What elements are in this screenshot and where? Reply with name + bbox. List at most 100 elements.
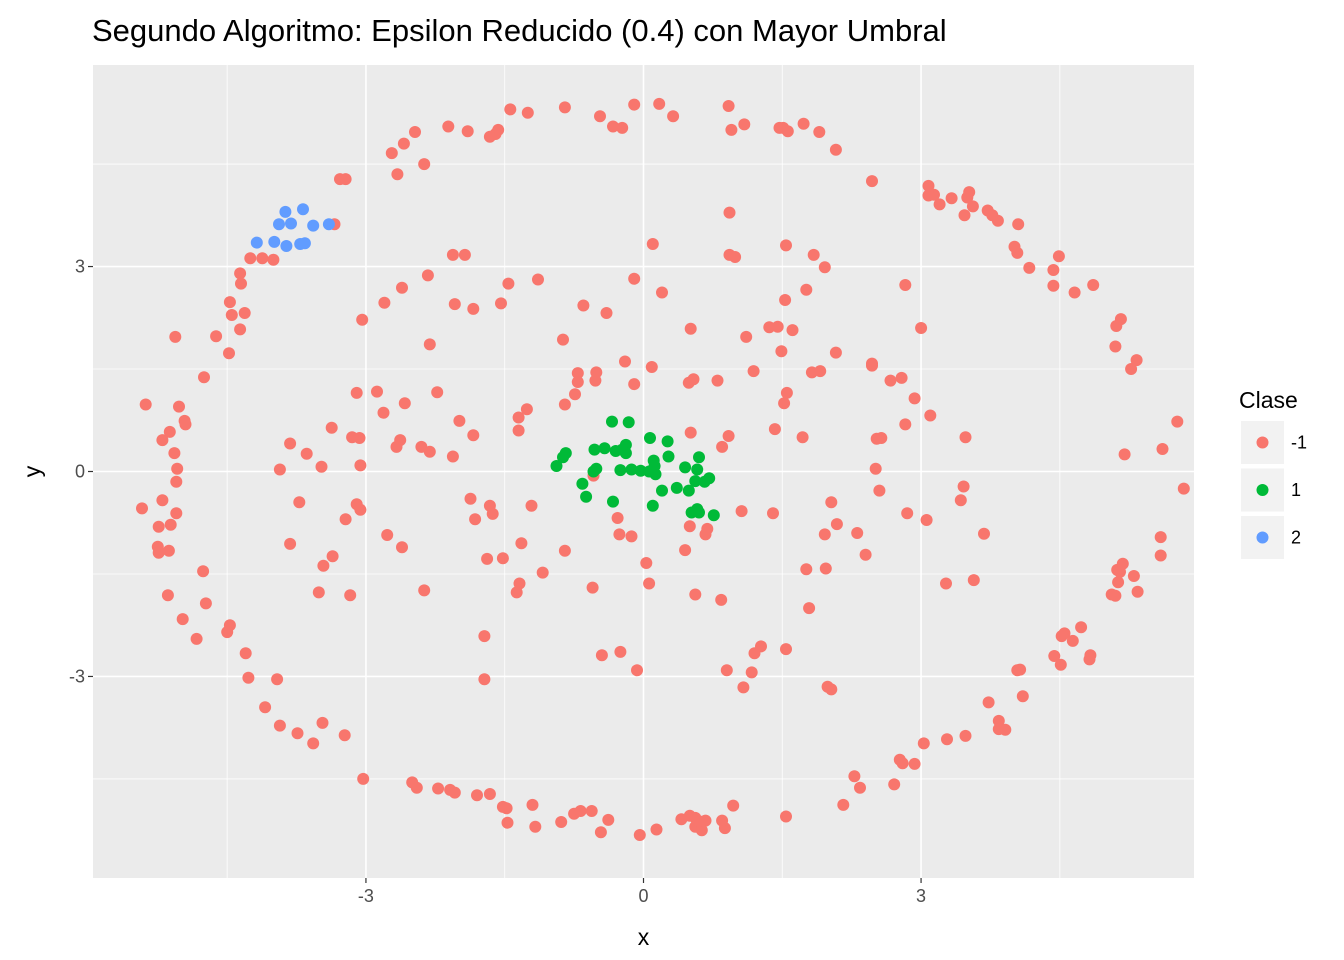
data-point xyxy=(954,494,967,507)
data-point xyxy=(136,502,148,515)
data-point xyxy=(723,248,736,261)
data-point xyxy=(797,117,810,130)
data-point xyxy=(391,168,404,181)
data-point xyxy=(421,269,434,282)
data-point xyxy=(520,403,533,416)
data-point xyxy=(512,424,525,437)
data-point xyxy=(631,664,643,677)
legend-key-marker xyxy=(1256,484,1269,496)
data-point xyxy=(398,397,411,410)
data-point xyxy=(354,503,367,516)
data-point xyxy=(982,696,995,709)
data-point xyxy=(357,772,370,785)
data-point xyxy=(381,529,394,541)
data-point xyxy=(587,465,600,478)
data-point xyxy=(569,388,581,401)
data-point xyxy=(716,814,729,827)
data-point xyxy=(645,361,658,373)
data-point xyxy=(628,98,641,111)
data-point xyxy=(767,507,779,520)
data-point xyxy=(884,374,897,387)
data-point xyxy=(1047,279,1060,292)
data-point xyxy=(895,371,908,384)
x-tick-label: 0 xyxy=(638,886,648,906)
data-point xyxy=(625,530,638,543)
data-point xyxy=(684,322,697,335)
y-axis-ticks: -3 0 3 xyxy=(69,257,93,686)
data-point xyxy=(271,673,284,686)
data-point xyxy=(478,673,491,686)
data-point xyxy=(410,781,423,794)
data-point xyxy=(737,681,750,694)
data-points xyxy=(136,97,1190,841)
data-point xyxy=(350,386,363,399)
data-point xyxy=(250,236,263,249)
data-point xyxy=(901,507,914,520)
data-point xyxy=(616,121,629,134)
data-point xyxy=(786,324,799,337)
legend-title: Clase xyxy=(1239,387,1298,413)
data-point xyxy=(577,299,590,312)
legend-key-marker xyxy=(1256,436,1269,449)
data-point xyxy=(957,480,970,493)
data-point xyxy=(830,518,843,531)
data-point xyxy=(1083,653,1096,666)
legend-key-marker xyxy=(1256,531,1269,544)
data-point xyxy=(574,805,587,817)
data-point xyxy=(1048,650,1061,662)
data-point xyxy=(1068,286,1081,299)
data-point xyxy=(679,544,692,557)
data-point xyxy=(163,425,176,438)
data-point xyxy=(866,175,878,188)
data-point xyxy=(496,552,509,565)
data-point xyxy=(966,200,979,213)
data-point xyxy=(1171,415,1184,428)
data-point xyxy=(698,475,711,488)
data-point xyxy=(922,179,935,192)
data-point xyxy=(161,589,174,602)
data-point xyxy=(619,355,631,368)
data-point xyxy=(875,432,888,444)
y-tick-label: -3 xyxy=(69,666,85,686)
data-point xyxy=(589,374,602,387)
data-point xyxy=(650,823,663,836)
data-point xyxy=(780,810,792,823)
data-point xyxy=(866,359,878,372)
data-point xyxy=(1011,664,1024,677)
data-point xyxy=(521,106,534,119)
data-point xyxy=(1116,557,1129,570)
data-point xyxy=(390,440,403,453)
data-point xyxy=(1112,576,1125,589)
data-point xyxy=(981,204,994,217)
data-point xyxy=(446,450,459,463)
data-point xyxy=(992,714,1005,727)
x-axis-ticks: -3 0 3 xyxy=(358,878,926,906)
data-point xyxy=(628,378,641,391)
data-point xyxy=(933,198,946,211)
data-point xyxy=(1154,549,1167,562)
data-point xyxy=(234,323,247,336)
data-point xyxy=(598,442,611,455)
data-point xyxy=(152,520,165,533)
data-point xyxy=(768,423,781,436)
data-point xyxy=(502,277,515,290)
data-point xyxy=(396,281,408,294)
data-point xyxy=(179,418,192,431)
data-point xyxy=(829,143,842,156)
data-point xyxy=(1012,218,1025,231)
data-point xyxy=(458,248,471,261)
data-point xyxy=(448,786,461,799)
data-point xyxy=(280,240,293,252)
data-point xyxy=(940,577,952,590)
data-point xyxy=(467,302,480,315)
data-point xyxy=(818,528,831,541)
data-point xyxy=(418,584,431,597)
data-point xyxy=(1156,443,1169,455)
legend-label: 2 xyxy=(1291,528,1301,548)
data-point xyxy=(821,680,834,693)
data-point xyxy=(854,781,866,794)
data-point xyxy=(691,463,704,476)
data-point xyxy=(235,277,247,290)
data-point xyxy=(526,798,539,811)
